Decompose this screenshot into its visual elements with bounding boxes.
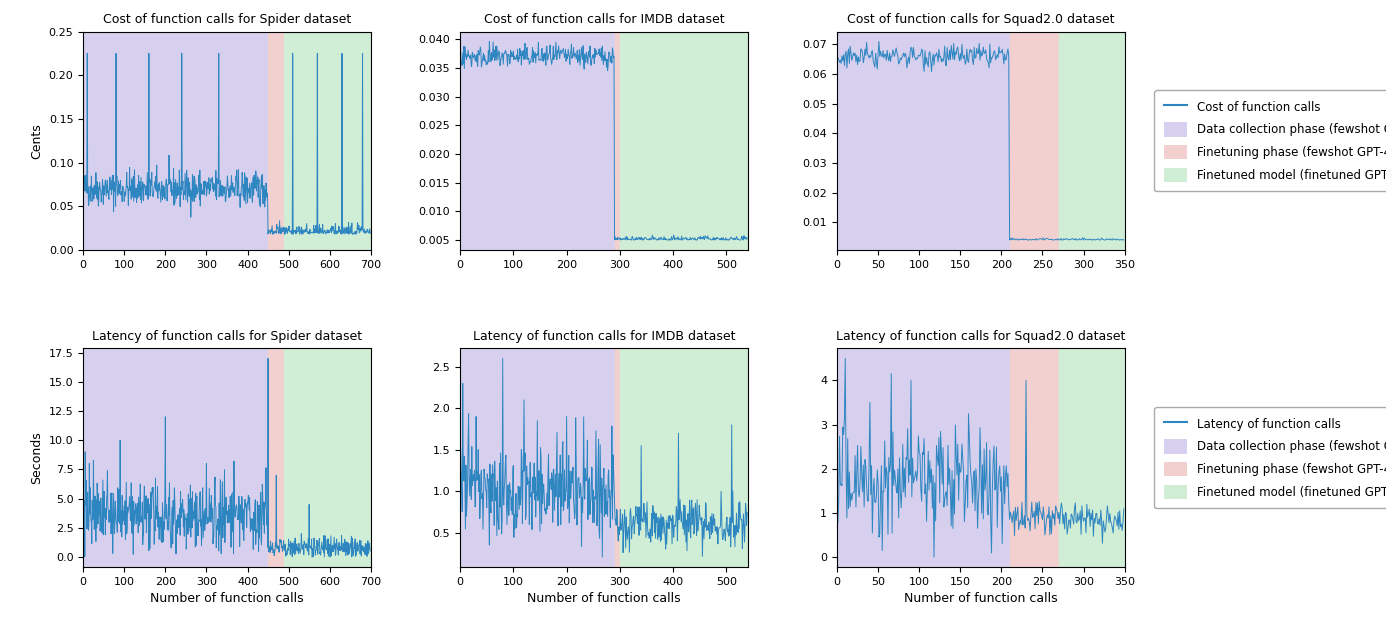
- Legend: Cost of function calls, Data collection phase (fewshot GPT-4), Finetuning phase : Cost of function calls, Data collection …: [1155, 90, 1386, 192]
- Title: Latency of function calls for Squad2.0 dataset: Latency of function calls for Squad2.0 d…: [836, 330, 1125, 343]
- Bar: [267, 32, 284, 250]
- Bar: [1009, 32, 1059, 250]
- Bar: [284, 32, 371, 250]
- Bar: [83, 32, 267, 250]
- Bar: [1059, 348, 1124, 567]
- Bar: [284, 348, 371, 567]
- Bar: [267, 348, 284, 567]
- Y-axis label: Cents: Cents: [30, 123, 43, 159]
- Bar: [837, 348, 1009, 567]
- Bar: [1009, 348, 1059, 567]
- Legend: Latency of function calls, Data collection phase (fewshot GPT-4), Finetuning pha: Latency of function calls, Data collecti…: [1155, 407, 1386, 508]
- Bar: [620, 32, 747, 250]
- Bar: [460, 32, 614, 250]
- Title: Cost of function calls for IMDB dataset: Cost of function calls for IMDB dataset: [484, 13, 725, 26]
- Bar: [460, 348, 614, 567]
- Title: Cost of function calls for Spider dataset: Cost of function calls for Spider datase…: [103, 13, 351, 26]
- Bar: [614, 348, 620, 567]
- Title: Cost of function calls for Squad2.0 dataset: Cost of function calls for Squad2.0 data…: [847, 13, 1114, 26]
- Bar: [837, 32, 1009, 250]
- Bar: [83, 348, 267, 567]
- Bar: [620, 348, 747, 567]
- X-axis label: Number of function calls: Number of function calls: [150, 592, 304, 605]
- X-axis label: Number of function calls: Number of function calls: [527, 592, 681, 605]
- Bar: [1059, 32, 1124, 250]
- Title: Latency of function calls for Spider dataset: Latency of function calls for Spider dat…: [91, 330, 362, 343]
- Title: Latency of function calls for IMDB dataset: Latency of function calls for IMDB datas…: [473, 330, 735, 343]
- Y-axis label: Seconds: Seconds: [30, 432, 43, 484]
- X-axis label: Number of function calls: Number of function calls: [904, 592, 1058, 605]
- Bar: [614, 32, 620, 250]
